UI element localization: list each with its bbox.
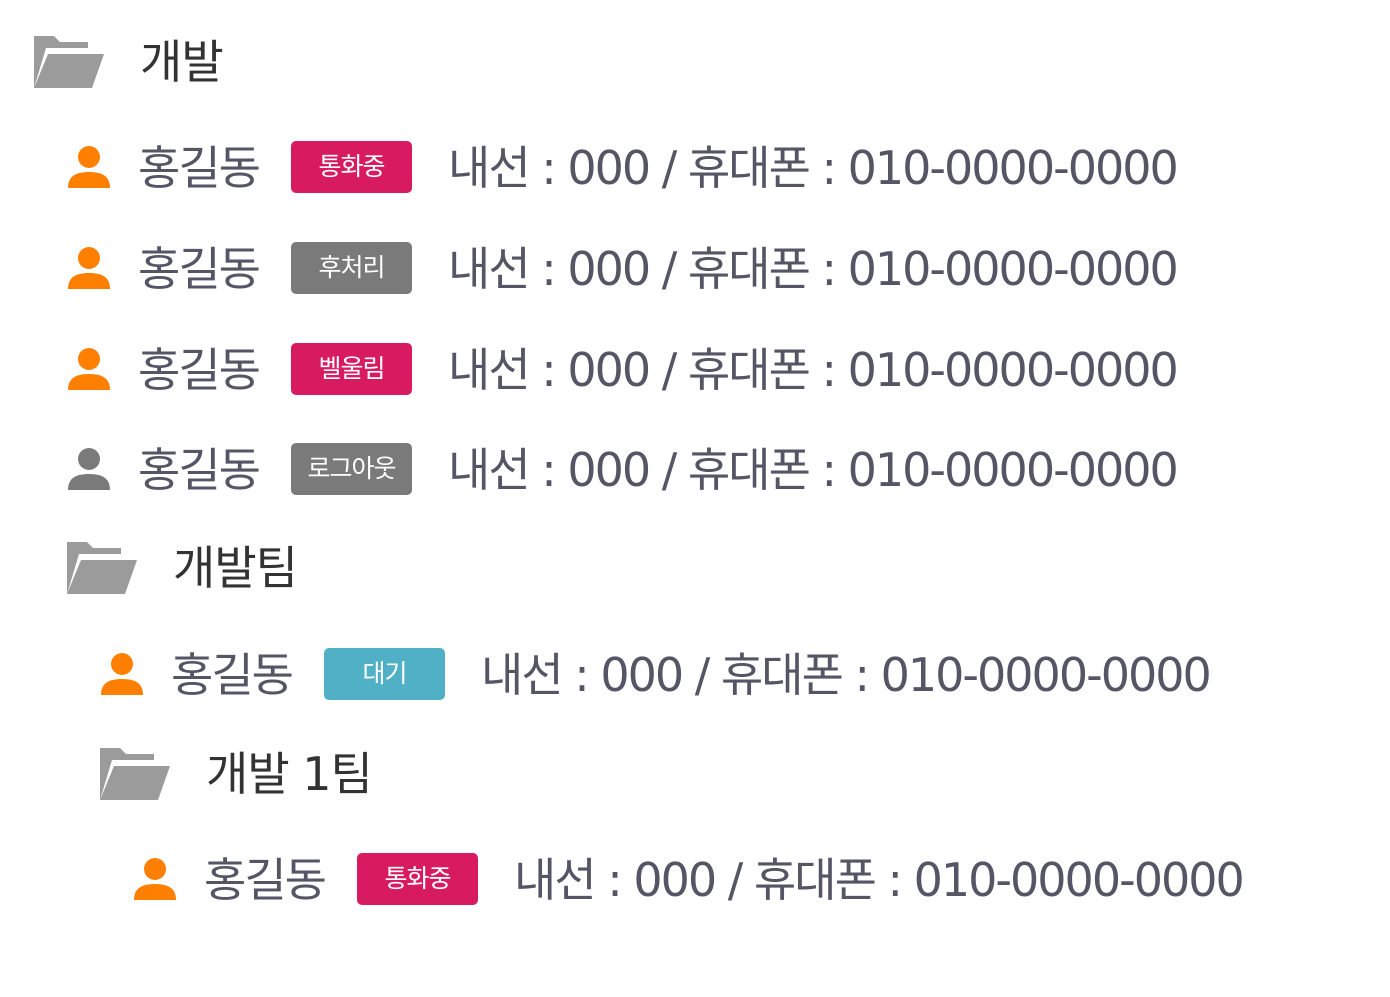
status-badge: 로그아웃	[291, 443, 412, 495]
status-badge: 통화중	[291, 141, 412, 193]
contact-info: 내선 : 000 / 휴대폰 : 010-0000-0000	[514, 853, 1245, 907]
folder-label: 개발	[140, 35, 224, 89]
member-name: 홍길동	[204, 853, 327, 907]
folder-label: 개발 1팀	[206, 747, 373, 801]
person-icon	[99, 653, 145, 697]
member-name: 홍길동	[138, 443, 261, 497]
member-row[interactable]: 홍길동 로그아웃 내선 : 000 / 휴대폰 : 010-0000-0000	[0, 442, 1390, 502]
person-icon	[132, 858, 178, 902]
member-row[interactable]: 홍길동 통화중 내선 : 000 / 휴대폰 : 010-0000-0000	[0, 140, 1390, 200]
member-row[interactable]: 홍길동 후처리 내선 : 000 / 휴대폰 : 010-0000-0000	[0, 241, 1390, 301]
member-row[interactable]: 홍길동 벨울림 내선 : 000 / 휴대폰 : 010-0000-0000	[0, 342, 1390, 402]
folder-row-team[interactable]: 개발팀	[0, 538, 1390, 598]
person-icon	[66, 247, 112, 291]
folder-row-root[interactable]: 개발	[0, 32, 1390, 92]
contact-info: 내선 : 000 / 휴대폰 : 010-0000-0000	[448, 141, 1179, 195]
folder-row-subteam[interactable]: 개발 1팀	[0, 744, 1390, 804]
contact-info: 내선 : 000 / 휴대폰 : 010-0000-0000	[448, 242, 1179, 296]
member-name: 홍길동	[171, 648, 294, 702]
status-badge: 대기	[324, 648, 445, 700]
contact-info: 내선 : 000 / 휴대폰 : 010-0000-0000	[481, 648, 1212, 702]
person-icon	[66, 348, 112, 392]
contact-info: 내선 : 000 / 휴대폰 : 010-0000-0000	[448, 443, 1179, 497]
contact-info: 내선 : 000 / 휴대폰 : 010-0000-0000	[448, 343, 1179, 397]
status-badge: 통화중	[357, 853, 478, 905]
status-badge: 벨울림	[291, 343, 412, 395]
member-row[interactable]: 홍길동 대기 내선 : 000 / 휴대폰 : 010-0000-0000	[0, 647, 1390, 707]
member-name: 홍길동	[138, 343, 261, 397]
member-row[interactable]: 홍길동 통화중 내선 : 000 / 휴대폰 : 010-0000-0000	[0, 852, 1390, 912]
folder-open-icon	[100, 744, 170, 804]
member-name: 홍길동	[138, 141, 261, 195]
folder-open-icon	[34, 32, 104, 92]
member-name: 홍길동	[138, 242, 261, 296]
person-icon	[66, 146, 112, 190]
status-badge: 후처리	[291, 242, 412, 294]
folder-open-icon	[67, 538, 137, 598]
person-icon	[66, 448, 112, 492]
folder-label: 개발팀	[173, 541, 298, 595]
